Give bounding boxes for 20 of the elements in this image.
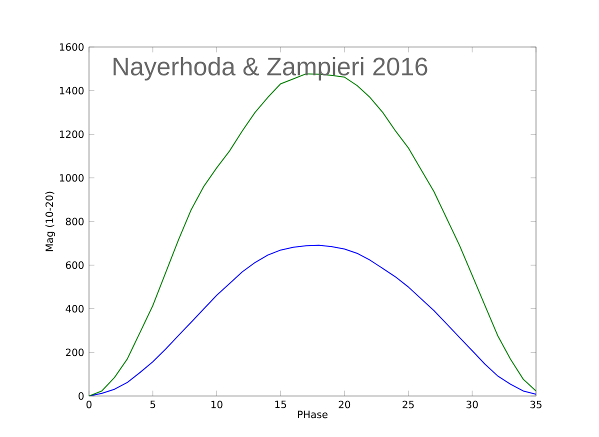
y-tick-label: 800 <box>66 218 84 226</box>
x-tick-label: 5 <box>150 400 156 408</box>
y-tick-label: 200 <box>66 348 84 356</box>
x-tick-label: 35 <box>530 400 542 408</box>
x-tick-label: 25 <box>402 400 414 408</box>
x-tick-label: 15 <box>275 400 286 408</box>
x-axis-title: PHase <box>298 410 328 418</box>
y-tick-label: 0 <box>78 392 84 400</box>
y-tick-label: 1600 <box>60 43 84 51</box>
x-tick-label: 30 <box>466 400 478 408</box>
y-tick-label: 1000 <box>60 174 84 182</box>
y-tick-label: 1400 <box>60 86 84 94</box>
y-tick-label: 400 <box>66 304 84 313</box>
y-axis-title: Mag (10-20) <box>45 192 56 252</box>
x-tick-label: 20 <box>338 400 350 408</box>
y-tick-label: 600 <box>66 261 84 269</box>
annotation: Nayerhoda & Zampieri 2016 <box>114 56 428 81</box>
y-tick-label: 1200 <box>60 130 84 138</box>
x-tick-label: 0 <box>86 400 92 408</box>
x-tick-label: 10 <box>211 400 222 408</box>
